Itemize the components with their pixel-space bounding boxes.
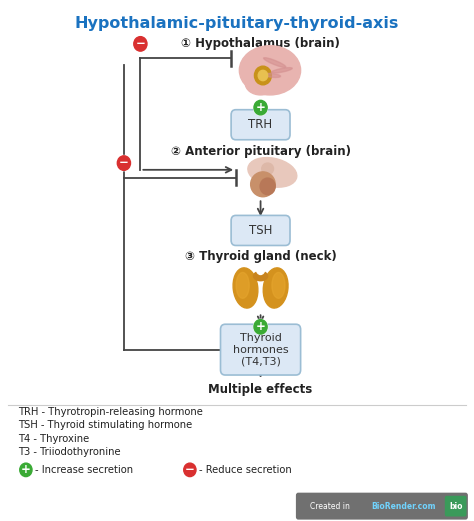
Circle shape [134,36,147,51]
Ellipse shape [263,268,288,308]
Text: Thyroid
hormones
(T4,T3): Thyroid hormones (T4,T3) [233,333,288,366]
Text: - Reduce secretion: - Reduce secretion [199,465,292,475]
Text: bio: bio [449,502,463,511]
Ellipse shape [239,46,301,95]
FancyBboxPatch shape [445,496,466,516]
Ellipse shape [264,58,286,67]
Ellipse shape [248,157,297,187]
Ellipse shape [236,272,249,299]
Text: ① Hypothalamus (brain): ① Hypothalamus (brain) [181,38,340,51]
Ellipse shape [264,73,281,78]
Text: Created in: Created in [310,502,352,511]
FancyBboxPatch shape [220,324,301,375]
Text: −: − [119,156,129,169]
Text: ③ Thyroid gland (neck): ③ Thyroid gland (neck) [185,251,337,264]
Ellipse shape [262,163,273,175]
FancyBboxPatch shape [231,110,290,140]
Circle shape [254,101,267,115]
Ellipse shape [245,71,276,95]
Ellipse shape [272,272,285,299]
Text: −: − [185,463,195,476]
Circle shape [184,463,196,477]
Ellipse shape [254,271,268,281]
Text: - Increase secretion: - Increase secretion [36,465,134,475]
Ellipse shape [256,263,265,275]
Text: Multiple effects: Multiple effects [209,382,313,395]
Text: ② Anterior pituitary (brain): ② Anterior pituitary (brain) [171,145,351,158]
Text: Hypothalamic-pituitary-thyroid-axis: Hypothalamic-pituitary-thyroid-axis [75,16,399,31]
Text: TRH: TRH [248,118,273,131]
Circle shape [20,463,32,477]
Text: +: + [21,463,31,476]
Circle shape [255,66,272,85]
Text: +: + [255,101,265,114]
Text: T4 - Thyroxine: T4 - Thyroxine [18,434,89,444]
Text: TSH: TSH [249,224,272,237]
Text: −: − [136,37,146,50]
Ellipse shape [251,172,275,197]
Ellipse shape [233,268,258,308]
Circle shape [258,70,268,81]
Text: TRH - Thyrotropin-releasing hormone: TRH - Thyrotropin-releasing hormone [18,407,203,417]
Text: +: + [255,320,265,333]
Circle shape [117,156,130,170]
Ellipse shape [260,178,275,195]
Text: T3 - Triiodothyronine: T3 - Triiodothyronine [18,447,120,457]
Ellipse shape [271,68,292,73]
Circle shape [254,319,267,334]
Text: BioRender.com: BioRender.com [371,502,436,511]
FancyBboxPatch shape [296,493,468,519]
FancyBboxPatch shape [231,215,290,245]
Text: TSH - Thyroid stimulating hormone: TSH - Thyroid stimulating hormone [18,420,192,430]
